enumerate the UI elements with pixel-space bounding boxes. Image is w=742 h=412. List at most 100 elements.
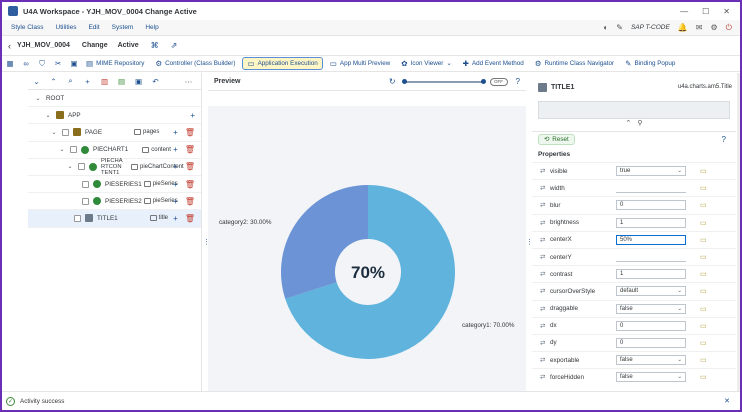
tree-row-selected[interactable]: TITLE1 title + 🗑 — [28, 210, 201, 228]
property-value-input[interactable]: 50% — [616, 234, 686, 245]
binding-icon[interactable]: ⇄ — [540, 288, 546, 296]
add-child-icon[interactable]: + — [173, 196, 178, 206]
binding-icon[interactable]: ⇄ — [540, 168, 546, 176]
splitter-handle-left[interactable]: ⋮ — [203, 239, 210, 246]
property-value-input[interactable] — [616, 252, 686, 263]
add-child-icon[interactable]: + — [173, 145, 178, 155]
help-icon[interactable]: ? — [515, 77, 520, 86]
property-value-input[interactable]: false ⌄ — [616, 372, 686, 383]
delete-icon[interactable]: 🗑 — [184, 196, 195, 206]
property-value-input[interactable]: 0 — [616, 337, 686, 348]
tools-icon[interactable]: ✂ — [54, 59, 62, 68]
folder-icon[interactable]: ▭ — [700, 236, 707, 244]
binding-icon[interactable]: ⇄ — [540, 374, 546, 382]
folder-icon[interactable]: ▭ — [700, 374, 707, 382]
folder-icon[interactable]: ▭ — [700, 219, 707, 227]
binding-popup-button[interactable]: ✎ Binding Popup — [621, 58, 679, 69]
pin-icon[interactable]: ⚲ — [637, 120, 643, 127]
icon-viewer-button[interactable]: ✿ Icon Viewer ⌄ — [397, 58, 455, 69]
logout-icon[interactable]: ⏻ — [725, 22, 732, 32]
delete-icon[interactable]: 🗑 — [184, 179, 195, 189]
folder-icon[interactable]: ▭ — [700, 254, 707, 262]
binding-icon[interactable]: ⇄ — [540, 185, 546, 193]
menu-edit[interactable]: Edit — [88, 24, 100, 31]
tree-row[interactable]: PIESERIES1 pieSeries + 🗑 — [28, 176, 201, 194]
chevron-down-icon[interactable]: ⌄ — [67, 164, 73, 171]
reset-button[interactable]: ⟲ Reset — [538, 134, 575, 145]
undo-icon[interactable]: ↶ — [152, 76, 159, 86]
binoculars-icon[interactable]: ⌘ — [150, 41, 159, 50]
row-checkbox[interactable] — [82, 180, 89, 188]
tree-row[interactable]: PIESERIES2 pieSeries + 🗑 — [28, 193, 201, 211]
tree-row[interactable]: ⌄ PIECHART1 content + 🗑 — [28, 142, 201, 159]
property-value-input[interactable]: false ⌄ — [616, 303, 686, 314]
app-multi-preview-button[interactable]: ▭ App Multi Preview — [326, 58, 395, 69]
more-icon[interactable]: ⋯ — [184, 76, 193, 86]
tcode-label[interactable]: SAP T-CODE — [630, 24, 670, 31]
chevron-down-icon[interactable]: ⌄ — [35, 95, 41, 102]
add-child-icon[interactable]: + — [190, 110, 195, 120]
folder-icon[interactable]: ▭ — [700, 271, 707, 279]
folder-icon[interactable]: ▭ — [700, 339, 707, 347]
property-value-input[interactable]: 1 — [616, 269, 686, 280]
row-checkbox[interactable] — [78, 163, 85, 171]
tree-row[interactable]: ⌄ PAGE pages + 🗑 — [28, 124, 201, 142]
binding-icon[interactable]: ⇄ — [540, 202, 546, 210]
collapse-all-icon[interactable]: ⌃ — [50, 76, 57, 86]
property-value-input[interactable]: default ⌄ — [616, 286, 686, 297]
save-icon[interactable]: ▣ — [70, 59, 78, 68]
tree-row[interactable]: ⌄ ROOT — [28, 90, 201, 108]
maximize-icon[interactable]: ☐ — [702, 6, 710, 16]
chevron-up-icon[interactable]: ⌃ — [625, 120, 632, 127]
application-execution-button[interactable]: ▭ Application Execution — [242, 57, 323, 70]
folder-icon[interactable]: ▭ — [700, 202, 707, 210]
tree-row[interactable]: ⌄ PIECHA RTCON TENT1 pieChartContent + 🗑 — [28, 158, 201, 176]
shield-icon[interactable]: ⛉ — [39, 58, 45, 68]
preview-toggle[interactable]: OFF — [489, 77, 508, 86]
binding-icon[interactable]: ⇄ — [540, 322, 546, 330]
property-value-input[interactable]: 1 — [616, 217, 686, 228]
delete-icon[interactable]: 🗑 — [184, 162, 195, 172]
refresh-icon[interactable]: ↻ — [388, 77, 396, 86]
add-child-icon[interactable]: + — [173, 213, 178, 223]
menu-style-class[interactable]: Style Class — [11, 24, 44, 31]
delete-icon[interactable]: 🗑 — [184, 213, 195, 223]
menu-system[interactable]: System — [111, 24, 134, 31]
tcode-icon[interactable]: ✎ — [616, 23, 623, 32]
folder-icon[interactable]: ▭ — [700, 322, 707, 330]
binding-icon[interactable]: ⇄ — [540, 339, 546, 347]
add-child-icon[interactable]: + — [173, 127, 178, 137]
menu-help[interactable]: Help — [145, 24, 159, 31]
copy-icon[interactable]: ▤ — [117, 76, 126, 86]
menu-utilities[interactable]: Utilities — [55, 24, 77, 31]
row-checkbox[interactable] — [62, 128, 69, 136]
runtime-class-navigator-button[interactable]: ⚙ Runtime Class Navigator — [531, 58, 618, 69]
binding-icon[interactable]: ⇄ — [540, 357, 546, 365]
close-icon[interactable]: ✕ — [724, 398, 730, 405]
chevron-down-icon[interactable]: ⌄ — [51, 129, 57, 136]
chevron-down-icon[interactable]: ⌄ — [59, 147, 65, 154]
paste-icon[interactable]: ▣ — [134, 76, 143, 86]
row-checkbox[interactable] — [74, 214, 81, 222]
notification-icon[interactable]: 🔔 — [677, 23, 688, 32]
property-value-input[interactable] — [616, 183, 686, 194]
theme-icon[interactable]: ◐ — [603, 23, 609, 32]
property-value-input[interactable]: true ⌄ — [616, 166, 686, 177]
slider-handle[interactable] — [401, 78, 407, 84]
search-icon[interactable]: ⌕ — [68, 76, 73, 85]
folder-icon[interactable]: ▭ — [700, 288, 707, 296]
close-icon[interactable]: ✕ — [723, 6, 730, 16]
folder-icon[interactable]: ▭ — [700, 305, 707, 313]
splitter-handle-right[interactable]: ⋮ — [526, 239, 533, 246]
mime-repository-button[interactable]: ▤ MIME Repository — [82, 58, 148, 69]
message-icon[interactable]: ✉ — [695, 23, 703, 32]
delete-icon[interactable]: ▥ — [100, 76, 109, 86]
settings-icon[interactable]: ⚙ — [710, 23, 718, 32]
description-box[interactable] — [538, 101, 730, 119]
folder-icon[interactable]: ▭ — [700, 168, 707, 176]
add-icon[interactable]: + — [85, 76, 90, 86]
controller-button[interactable]: ⚙ Controller (Class Builder) — [151, 58, 239, 69]
minimize-icon[interactable]: — — [680, 6, 689, 16]
binding-icon[interactable]: ⇄ — [540, 236, 546, 244]
properties-scrollbar[interactable] — [737, 73, 740, 391]
